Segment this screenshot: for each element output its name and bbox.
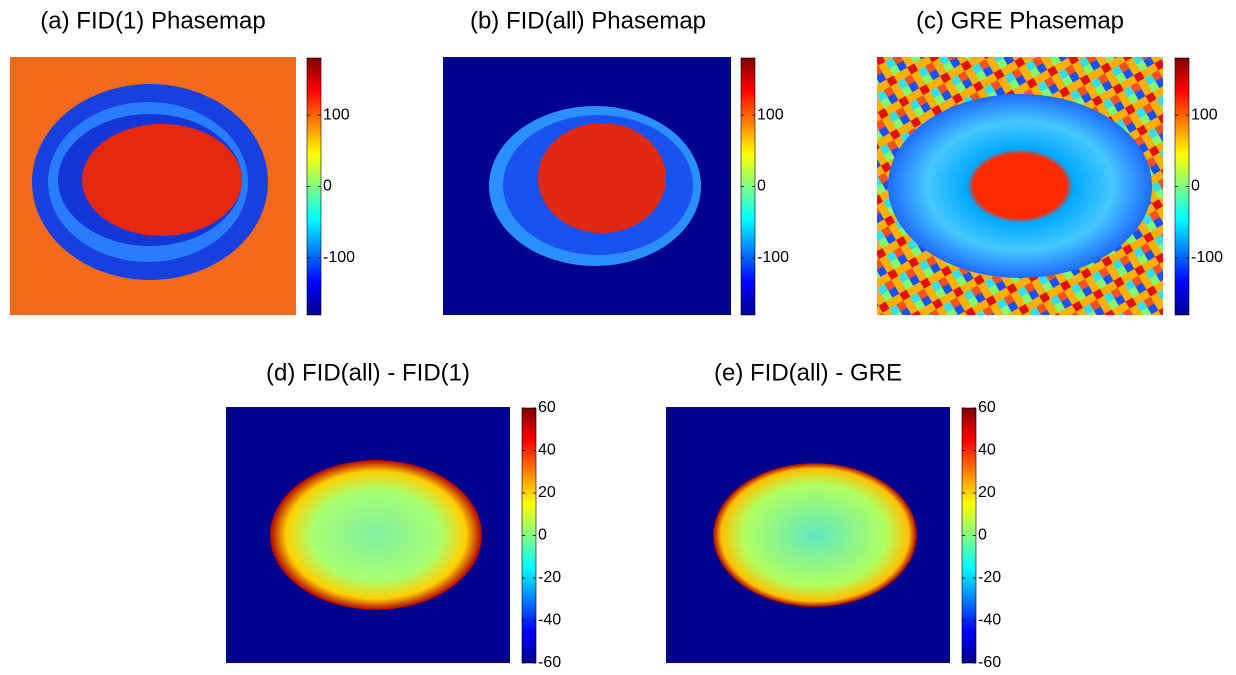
colorbar-tick-label: 20 (538, 484, 556, 501)
colorbar-tick-label: 0 (538, 527, 547, 544)
colorbar-tick-label: -100 (323, 249, 355, 266)
colorbar-tick-label: -40 (978, 612, 1001, 629)
colorbar-tick-label: -60 (978, 654, 1001, 671)
colorbar-tick-label: 100 (1191, 106, 1218, 123)
image-b (443, 57, 731, 315)
colorbar-tick-label: 0 (757, 178, 766, 195)
colorbar-tick-label: 20 (978, 484, 996, 501)
colorbar-tick-label: 60 (538, 399, 556, 416)
colorbar-tick-label: 60 (978, 399, 996, 416)
image-c (877, 57, 1163, 315)
image-e (666, 407, 950, 663)
panel-title: (b) FID(all) Phasemap (470, 7, 706, 34)
colorbar-tick-label: -100 (757, 249, 789, 266)
colorbar-tick-label: -20 (538, 569, 561, 586)
colorbar-tick-label: -60 (538, 654, 561, 671)
colorbar-tick-label: 40 (538, 442, 556, 459)
panel-title: (a) FID(1) Phasemap (40, 7, 265, 34)
colorbar-tick-label: -100 (1191, 249, 1223, 266)
image-d (226, 407, 510, 663)
colorbar-tick-label: 100 (757, 106, 784, 123)
colorbar-tick-label: 0 (1191, 178, 1200, 195)
panel-title: (e) FID(all) - GRE (714, 359, 902, 386)
panel-title: (d) FID(all) - FID(1) (266, 359, 470, 386)
colorbar-tick-label: 100 (323, 106, 350, 123)
colorbar-tick-label: -20 (978, 569, 1001, 586)
colorbar-tick-label: 0 (323, 178, 332, 195)
colorbar-tick-label: 40 (978, 442, 996, 459)
colorbar-tick-label: 0 (978, 527, 987, 544)
panel-title: (c) GRE Phasemap (916, 7, 1124, 34)
colorbar-tick-label: -40 (538, 612, 561, 629)
image-a (10, 57, 296, 315)
